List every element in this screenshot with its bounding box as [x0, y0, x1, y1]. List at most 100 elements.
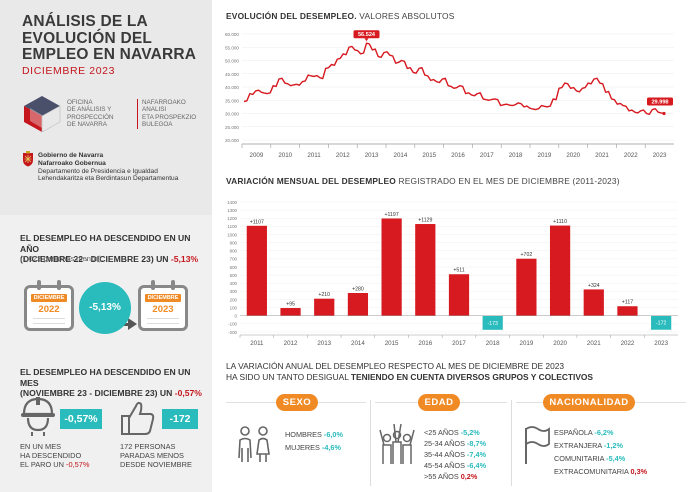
bar-x-tick: 2021 — [587, 340, 601, 347]
bar-y-tick: 100 — [230, 305, 238, 310]
row-value: -6,4% — [467, 461, 487, 470]
edad-row: 35-44 AÑOS -7,4% — [424, 450, 486, 459]
row-name: ESPAÑOLA — [554, 428, 595, 437]
last-label: 29.998 — [651, 99, 668, 105]
bar-y-tick: 1300 — [227, 208, 237, 213]
monthly-drop-line-1: EL DESEMPLEO HA DESCENDIDO EN UN MES — [20, 367, 191, 388]
bar — [381, 218, 402, 316]
annual-drop-note: (1.622 personas menos). — [20, 254, 104, 263]
row-value: -6,0% — [323, 430, 343, 439]
monthly-desc-line: EL PARO UN — [20, 460, 66, 469]
line-x-tick: 2015 — [422, 152, 436, 159]
monthly-people-badge: -172 — [162, 409, 198, 429]
sexo-row: HOMBRES -6,0% — [285, 430, 343, 439]
edad-row: 25-34 AÑOS -8,7% — [424, 439, 486, 448]
row-value: -4,6% — [321, 443, 341, 452]
office-name-line: DE NAVARRA — [67, 121, 108, 129]
line-y-tick: 40.000 — [225, 85, 239, 90]
office-name-line: PROSPECCIÓN — [67, 113, 114, 121]
variation-line-2-bold: TENIENDO EN CUENTA DIVERSOS GRUPOS Y COL… — [350, 371, 594, 382]
calendar-icon: DICIEMBRE 2022 — [24, 280, 74, 331]
line-x-tick: 2010 — [278, 152, 292, 159]
government-text: Gobierno de Navarra Nafarroako Gobernua … — [38, 152, 178, 183]
bar — [651, 315, 672, 330]
bar — [583, 289, 604, 316]
monthly-pct-badge: -0,57% — [60, 409, 102, 429]
line-x-tick: 2020 — [566, 152, 580, 159]
calendar-year-to: 2023 — [152, 304, 174, 315]
bar-data-label: +117 — [622, 300, 633, 306]
gov-department-eu: Lehendakaritza eta Berdintasun Departame… — [38, 175, 179, 183]
bar-x-tick: 2020 — [553, 340, 567, 347]
arrow-head-icon — [128, 318, 137, 330]
monthly-drop-line-2: (NOVIEMBRE 23 - DICIEMBRE 23) UN — [20, 388, 175, 398]
bar-x-tick: 2011 — [250, 340, 264, 347]
oficina-logo-icon — [24, 96, 61, 133]
bar-x-tick: 2015 — [385, 340, 399, 347]
bar-y-tick: 0 — [235, 314, 238, 319]
bar-y-tick: -100 — [228, 322, 237, 327]
row-name: >55 AÑOS — [424, 472, 461, 481]
people-desc-line: 172 PERSONAS — [120, 442, 176, 451]
bar-y-tick: 1000 — [227, 232, 237, 237]
bar — [516, 258, 537, 316]
variation-line-1: LA VARIACIÓN ANUAL DEL DESEMPLEO RESPECT… — [226, 361, 565, 371]
bar-data-label: +95 — [286, 302, 295, 308]
bar-x-tick: 2013 — [317, 340, 331, 347]
bar-chart-title: VARIACIÓN MENSUAL DEL DESEMPLEO REGISTRA… — [226, 176, 620, 186]
bar-data-label: +1110 — [553, 219, 567, 225]
variation-line-2: HA SIDO UN TANTO DESIGUAL — [226, 371, 351, 382]
line-x-tick: 2014 — [394, 152, 408, 159]
monthly-drop-pct: -0,57% — [174, 388, 202, 398]
calendar-month-label: DICIEMBRE — [31, 294, 67, 302]
line-y-tick: 50.000 — [225, 59, 239, 64]
bar-y-tick: 1100 — [228, 224, 238, 229]
bar — [549, 225, 571, 316]
peak-label-bg — [353, 30, 380, 39]
bar-y-tick: 1400 — [227, 200, 237, 205]
row-name: 35-44 AÑOS — [424, 450, 467, 459]
row-value: 0,2% — [460, 472, 478, 481]
thumbs-up-icon — [121, 401, 155, 435]
row-name: 25-34 AÑOS — [424, 439, 467, 448]
calendar-icon: DICIEMBRE 2023 — [138, 280, 188, 331]
line-chart-title-rest: VALORES ABSOLUTOS — [356, 11, 455, 21]
row-name: HOMBRES — [285, 430, 324, 439]
annual-drop-line-1: EL DESEMPLEO HA DESCENDIDO EN UN AÑO — [20, 233, 191, 254]
office-name-es: OFICINA DE ANÁLISIS Y PROSPECCIÓN DE NAV… — [67, 99, 131, 129]
line-y-tick: 55.000 — [225, 45, 239, 50]
bar-chart-title-bold: VARIACIÓN MENSUAL DEL DESEMPLEO — [226, 176, 396, 186]
annual-drop-text: EL DESEMPLEO HA DESCENDIDO EN UN AÑO (DI… — [20, 233, 210, 265]
bar-x-tick: 2017 — [452, 340, 466, 347]
bar-x-tick: 2014 — [351, 340, 365, 347]
bar — [482, 315, 503, 330]
edad-row: 45-54 AÑOS -6,4% — [424, 461, 486, 470]
bar — [280, 308, 301, 316]
monthly-drop-text: EL DESEMPLEO HA DESCENDIDO EN UN MES (NO… — [20, 367, 210, 399]
line-x-tick: 2021 — [595, 152, 609, 159]
monthly-people-desc: 172 PERSONAS PARADAS MENOS DESDE NOVIEMB… — [120, 442, 210, 469]
row-name: MUJERES — [285, 443, 322, 452]
row-name: EXTRANJERA — [554, 441, 604, 450]
bar-y-tick: -200 — [228, 330, 237, 335]
line-x-tick: 2018 — [509, 152, 523, 159]
bar-x-tick: 2022 — [621, 340, 635, 347]
bar — [415, 224, 436, 316]
monthly-desc: EN UN MES HA DESCENDIDO EL PARO UN -0,57… — [20, 442, 110, 469]
line-x-tick: 2013 — [365, 152, 379, 159]
line-x-tick: 2023 — [653, 152, 667, 159]
line-y-tick: 35.000 — [225, 98, 239, 103]
office-name-eu-line: ETA PROSPEKZIO — [142, 113, 197, 121]
office-name-eu-line: BULEGOA — [142, 121, 173, 129]
bar-chart: 1400130012001100100090080070060050040030… — [227, 200, 678, 347]
people-desc-line: DESDE NOVIEMBRE — [120, 460, 192, 469]
edad-pill: EDAD — [418, 394, 460, 411]
bar-y-tick: 600 — [230, 265, 238, 270]
bar-data-label: -173 — [487, 321, 497, 327]
people-desc-line: PARADAS MENOS — [120, 451, 184, 460]
office-name-eu-line: ANALISI — [142, 106, 167, 114]
line-x-tick: 2012 — [336, 152, 350, 159]
group-divider — [511, 400, 512, 486]
bar — [347, 293, 369, 316]
nacionalidad-row: EXTRACOMUNITARIA 0,3% — [554, 467, 647, 476]
